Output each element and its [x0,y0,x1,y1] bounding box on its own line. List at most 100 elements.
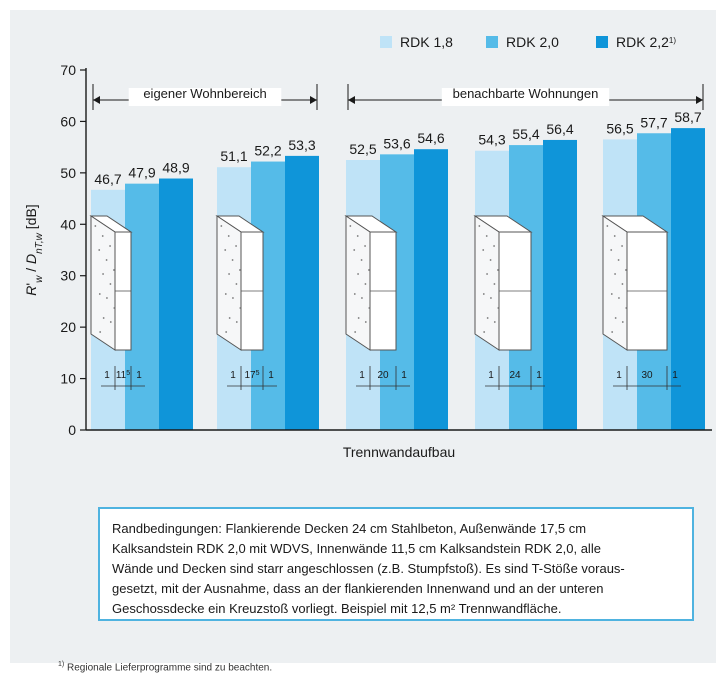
wall-texture-dot [357,273,359,275]
wall-texture-dot [483,331,486,333]
footnote-marker: 1) [58,661,65,668]
wall-texture-dot [614,273,616,275]
wall-texture-dot [356,235,359,237]
wall-texture-dot [621,321,624,323]
value-label-1-4: 54,3 [478,132,505,148]
wall-texture-dot [232,297,234,299]
wall-texture-dot [497,269,499,271]
dimension-mid-1: 115 [116,370,130,382]
wall-texture-dot [610,293,613,295]
wall-texture-dot [486,317,489,319]
wall-texture-dot [353,249,356,251]
dimension-right-2: 1 [268,370,274,381]
dimension-left-5: 1 [616,370,622,381]
wall-texture-dot [102,317,105,319]
wall-texture-dot [106,297,108,299]
note-line-1: Randbedingungen: Flankierende Decken 24 … [112,521,587,536]
bar-3-1 [159,178,193,430]
value-label-2-3: 53,6 [383,135,410,151]
value-label-3-4: 56,4 [546,121,573,137]
wall-texture-dot [239,307,242,309]
wall-texture-dot [361,297,363,299]
wall-texture-dot [613,235,616,237]
value-label-2-1: 47,9 [128,165,155,181]
wall-texture-dot [231,259,234,261]
y-tick-label-70: 70 [60,62,76,78]
wall-texture-dot [493,283,496,285]
dimension-right-1: 1 [136,370,142,381]
wall-texture-dot [113,307,116,309]
y-tick-label-60: 60 [60,113,76,129]
wall-texture-dot [621,283,624,285]
note-line-4: gesetzt, mit der Ausnahme, dass an der f… [112,581,604,596]
dimension-left-1: 1 [104,370,110,381]
wall-texture-dot [493,245,495,247]
range-arrowhead-left-2 [348,96,355,104]
wall-texture-dot [235,245,237,247]
wall-texture-dot [360,259,363,261]
range-arrowhead-left-1 [93,96,100,104]
bar-3-3 [414,149,448,430]
value-label-1-2: 51,1 [220,148,247,164]
note-line-5: Geschossdecke ein Kreuzstoß vorliegt. Be… [112,601,562,616]
y-axis-label: R'w / DnT,w [dB] [23,204,45,295]
wall-texture-dot [606,225,609,227]
value-label-2-5: 57,7 [640,114,667,130]
y-tick-label-10: 10 [60,371,76,387]
dimension-right-5: 1 [672,370,678,381]
wall-texture-dot [625,307,628,309]
y-tick-label-50: 50 [60,165,76,181]
wall-texture-dot [228,317,231,319]
wall-texture-dot [353,293,356,295]
dimension-mid-4: 24 [509,370,521,381]
value-label-1-5: 56,5 [606,120,633,136]
y-tick-label-30: 30 [60,268,76,284]
x-axis-label: Trennwandaufbau [343,444,455,460]
wall-texture-dot [239,269,241,271]
dimension-mid-2: 175 [244,370,259,382]
wall-texture-dot [618,297,620,299]
legend-label-3: RDK 2,21) [616,34,676,50]
wall-texture-dot [98,249,101,251]
wall-texture-dot [349,225,352,227]
y-tick-label-0: 0 [68,422,76,438]
wall-texture-dot [224,293,227,295]
y-tick-label-20: 20 [60,319,76,335]
wall-illustration-2 [215,215,265,351]
wall-texture-dot [364,245,366,247]
wall-texture-dot [611,331,614,333]
value-label-2-4: 55,4 [512,126,539,142]
wall-texture-dot [497,307,500,309]
wall-texture-dot [368,307,371,309]
value-label-3-5: 58,7 [674,109,701,125]
wall-texture-dot [617,259,620,261]
dimension-mid-3: 20 [377,370,389,381]
wall-texture-dot [235,283,238,285]
wall-texture-dot [98,293,101,295]
wall-texture-dot [364,321,367,323]
legend-label-1: RDK 1,8 [400,34,453,50]
value-label-3-3: 54,6 [417,130,444,146]
wall-texture-dot [485,235,488,237]
wall-texture-dot [101,235,104,237]
wall-texture-dot [235,321,238,323]
wall-texture-dot [625,269,627,271]
range-arrowhead-right-2 [696,96,703,104]
y-tick-label-40: 40 [60,216,76,232]
wall-texture-dot [490,297,492,299]
wall-texture-dot [220,225,223,227]
dimension-mid-5: 30 [641,370,653,381]
range-label-1: eigener Wohnbereich [143,86,266,101]
bar-3-2 [285,155,319,430]
dimension-right-4: 1 [536,370,542,381]
wall-illustration-5 [601,215,669,351]
wall-texture-dot [482,293,485,295]
wall-texture-dot [227,235,230,237]
wall-texture-dot [225,331,228,333]
wall-texture-dot [482,249,485,251]
wall-texture-dot [493,321,496,323]
dimension-left-4: 1 [488,370,494,381]
wall-texture-dot [102,273,104,275]
note-line-2: Kalksandstein RDK 2,0 mit WDVS, Innenwän… [112,541,601,556]
wall-illustration-1 [89,215,133,351]
